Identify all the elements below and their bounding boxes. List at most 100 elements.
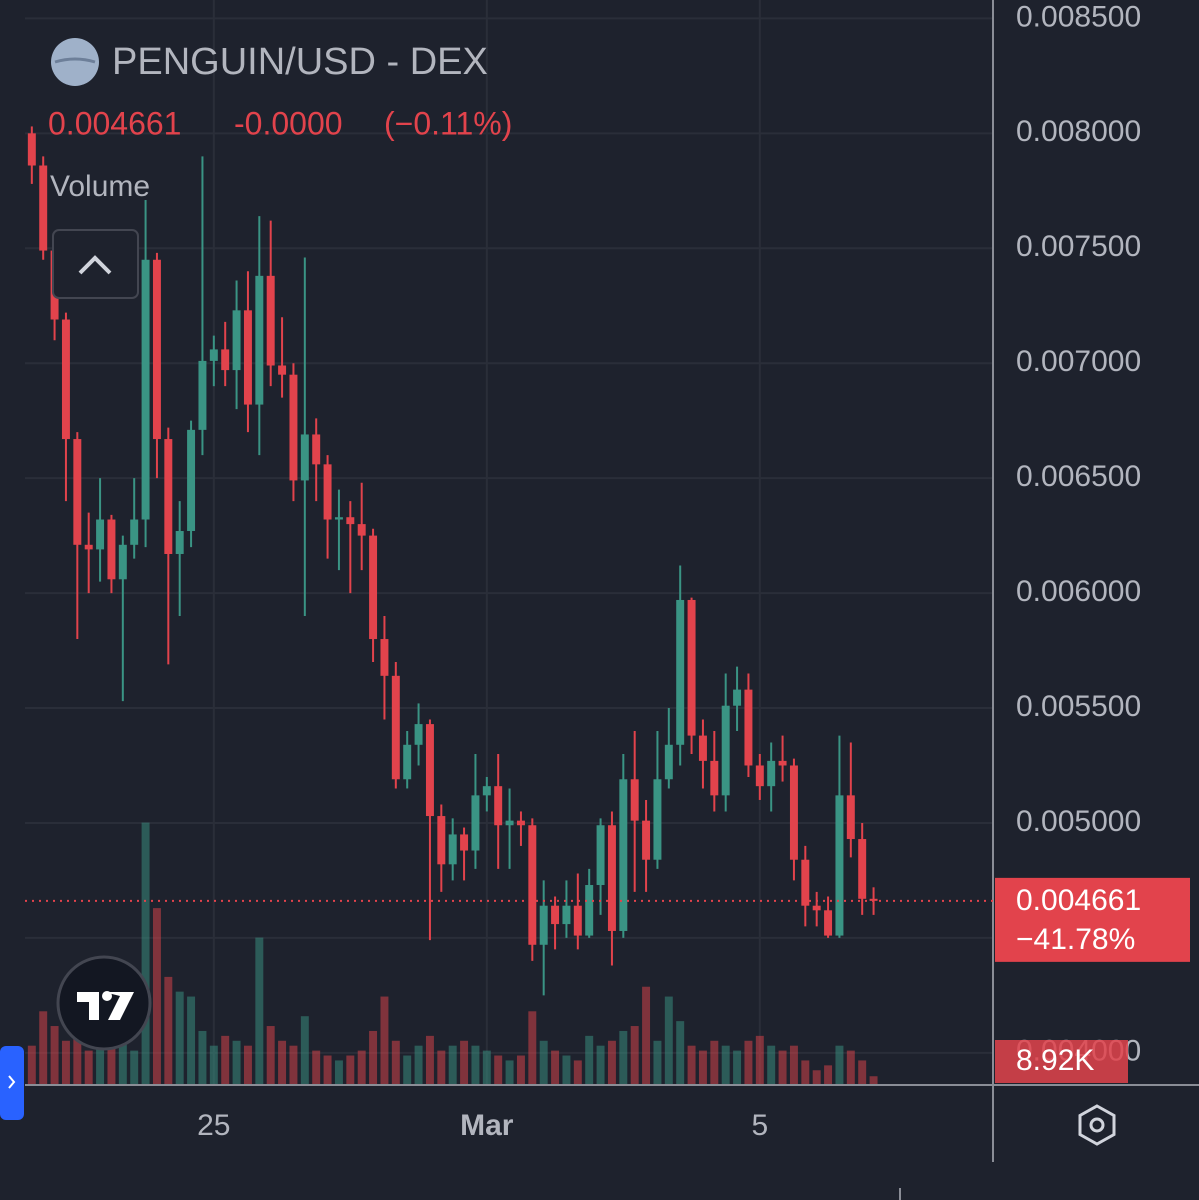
volume-bar [266,1026,275,1085]
volume-bar [289,1045,298,1085]
last-price-tag [995,877,1190,962]
candle-body [448,834,457,865]
volume-bar [39,1011,48,1085]
volume-bar [505,1060,514,1085]
candle-body [425,724,434,817]
volume-bar [187,996,196,1085]
candle-body [266,275,275,366]
candle-body [471,795,480,851]
collapse-button[interactable] [52,229,139,299]
candle-body [175,531,184,554]
candle-body [710,760,719,796]
candle-body [243,310,252,405]
candle-body [664,744,673,780]
volume-pane [27,822,878,1085]
x-tick-label: 25 [197,1109,230,1142]
settings-icon-center [1089,1117,1105,1133]
volume-bar [357,1050,366,1085]
candle-body [187,429,196,532]
volume-bar [198,1030,207,1085]
settings-button[interactable] [1078,1104,1116,1146]
y-tick-label: 0.006500 [1016,460,1141,493]
candle-body [221,349,230,371]
candle-body [209,349,218,361]
candle-body [539,905,548,945]
candle-body [73,439,82,545]
volume-bar [710,1040,719,1085]
volume-bar [676,1021,685,1085]
y-tick-label: 0.007000 [1016,345,1141,378]
candle-body [380,639,389,676]
legend-change: -0.0000 [234,105,343,141]
volume-bar [255,937,264,1085]
volume-bar [733,1050,742,1085]
candle-body [107,519,116,580]
tradingview-logo[interactable] [56,955,152,1051]
candle-body [198,360,207,430]
candle-body [289,374,298,481]
volume-bar [278,1040,287,1085]
volume-bar [118,1030,127,1085]
volume-bar [312,1050,321,1085]
volume-bar [107,1045,116,1085]
volume-bar [323,1055,332,1085]
symbol-icon-detail [54,57,96,64]
candle-body [118,544,127,580]
candle-body [562,905,571,925]
volume-bar [801,1060,810,1085]
volume-bar [425,1035,434,1085]
x-tick-label: 5 [751,1109,768,1142]
y-tick-label: 0.007500 [1016,230,1141,263]
volume-bar [380,996,389,1085]
volume-bar [698,1050,707,1085]
volume-bar [630,1026,639,1085]
volume-bar [562,1055,571,1085]
volume-bar [664,996,673,1085]
candle-body [334,517,343,520]
y-tick-label: 0.005500 [1016,690,1141,723]
candle-body [698,735,707,761]
volume-bar [232,1040,241,1085]
volume-bar [460,1040,469,1085]
volume-bar [846,1050,855,1085]
volume-bar [551,1050,560,1085]
period-change-label: −41.78% [1016,923,1135,956]
candle-body [61,319,70,440]
candle-body [27,133,36,166]
candle-body [767,760,776,787]
candle-body [653,779,662,860]
candle-body [152,259,161,440]
price-tags: 0.004661 −41.78% 8.92K [995,877,1190,1083]
candle-body [39,165,48,251]
volume-bar [50,1026,59,1085]
volume-bar [619,1030,628,1085]
collapse-button-box[interactable] [52,229,139,299]
volume-bar [73,1030,82,1085]
candle-body [130,519,139,545]
volume-bar [687,1045,696,1085]
candle-body [460,834,469,851]
candle-body [596,825,605,886]
settings-icon[interactable] [1078,1104,1116,1146]
candle-body [255,275,264,405]
candle-body [391,675,400,780]
volume-bar [221,1035,230,1085]
candle-body [505,820,514,826]
volume-bar [471,1045,480,1085]
candle-body [801,859,810,906]
candle-body [619,779,628,931]
candle-body [789,765,798,860]
logo-dot [102,991,112,1001]
candle-body [733,689,742,706]
volume-bar [653,1040,662,1085]
candle-body [551,905,560,925]
candle-body [846,795,855,840]
candle-body [164,439,173,554]
logo-circle[interactable] [56,955,152,1051]
volume-bar [573,1060,582,1085]
candle-body [835,795,844,936]
candle-body [369,535,378,640]
volume-bar [243,1045,252,1085]
side-tab[interactable] [0,1046,24,1120]
